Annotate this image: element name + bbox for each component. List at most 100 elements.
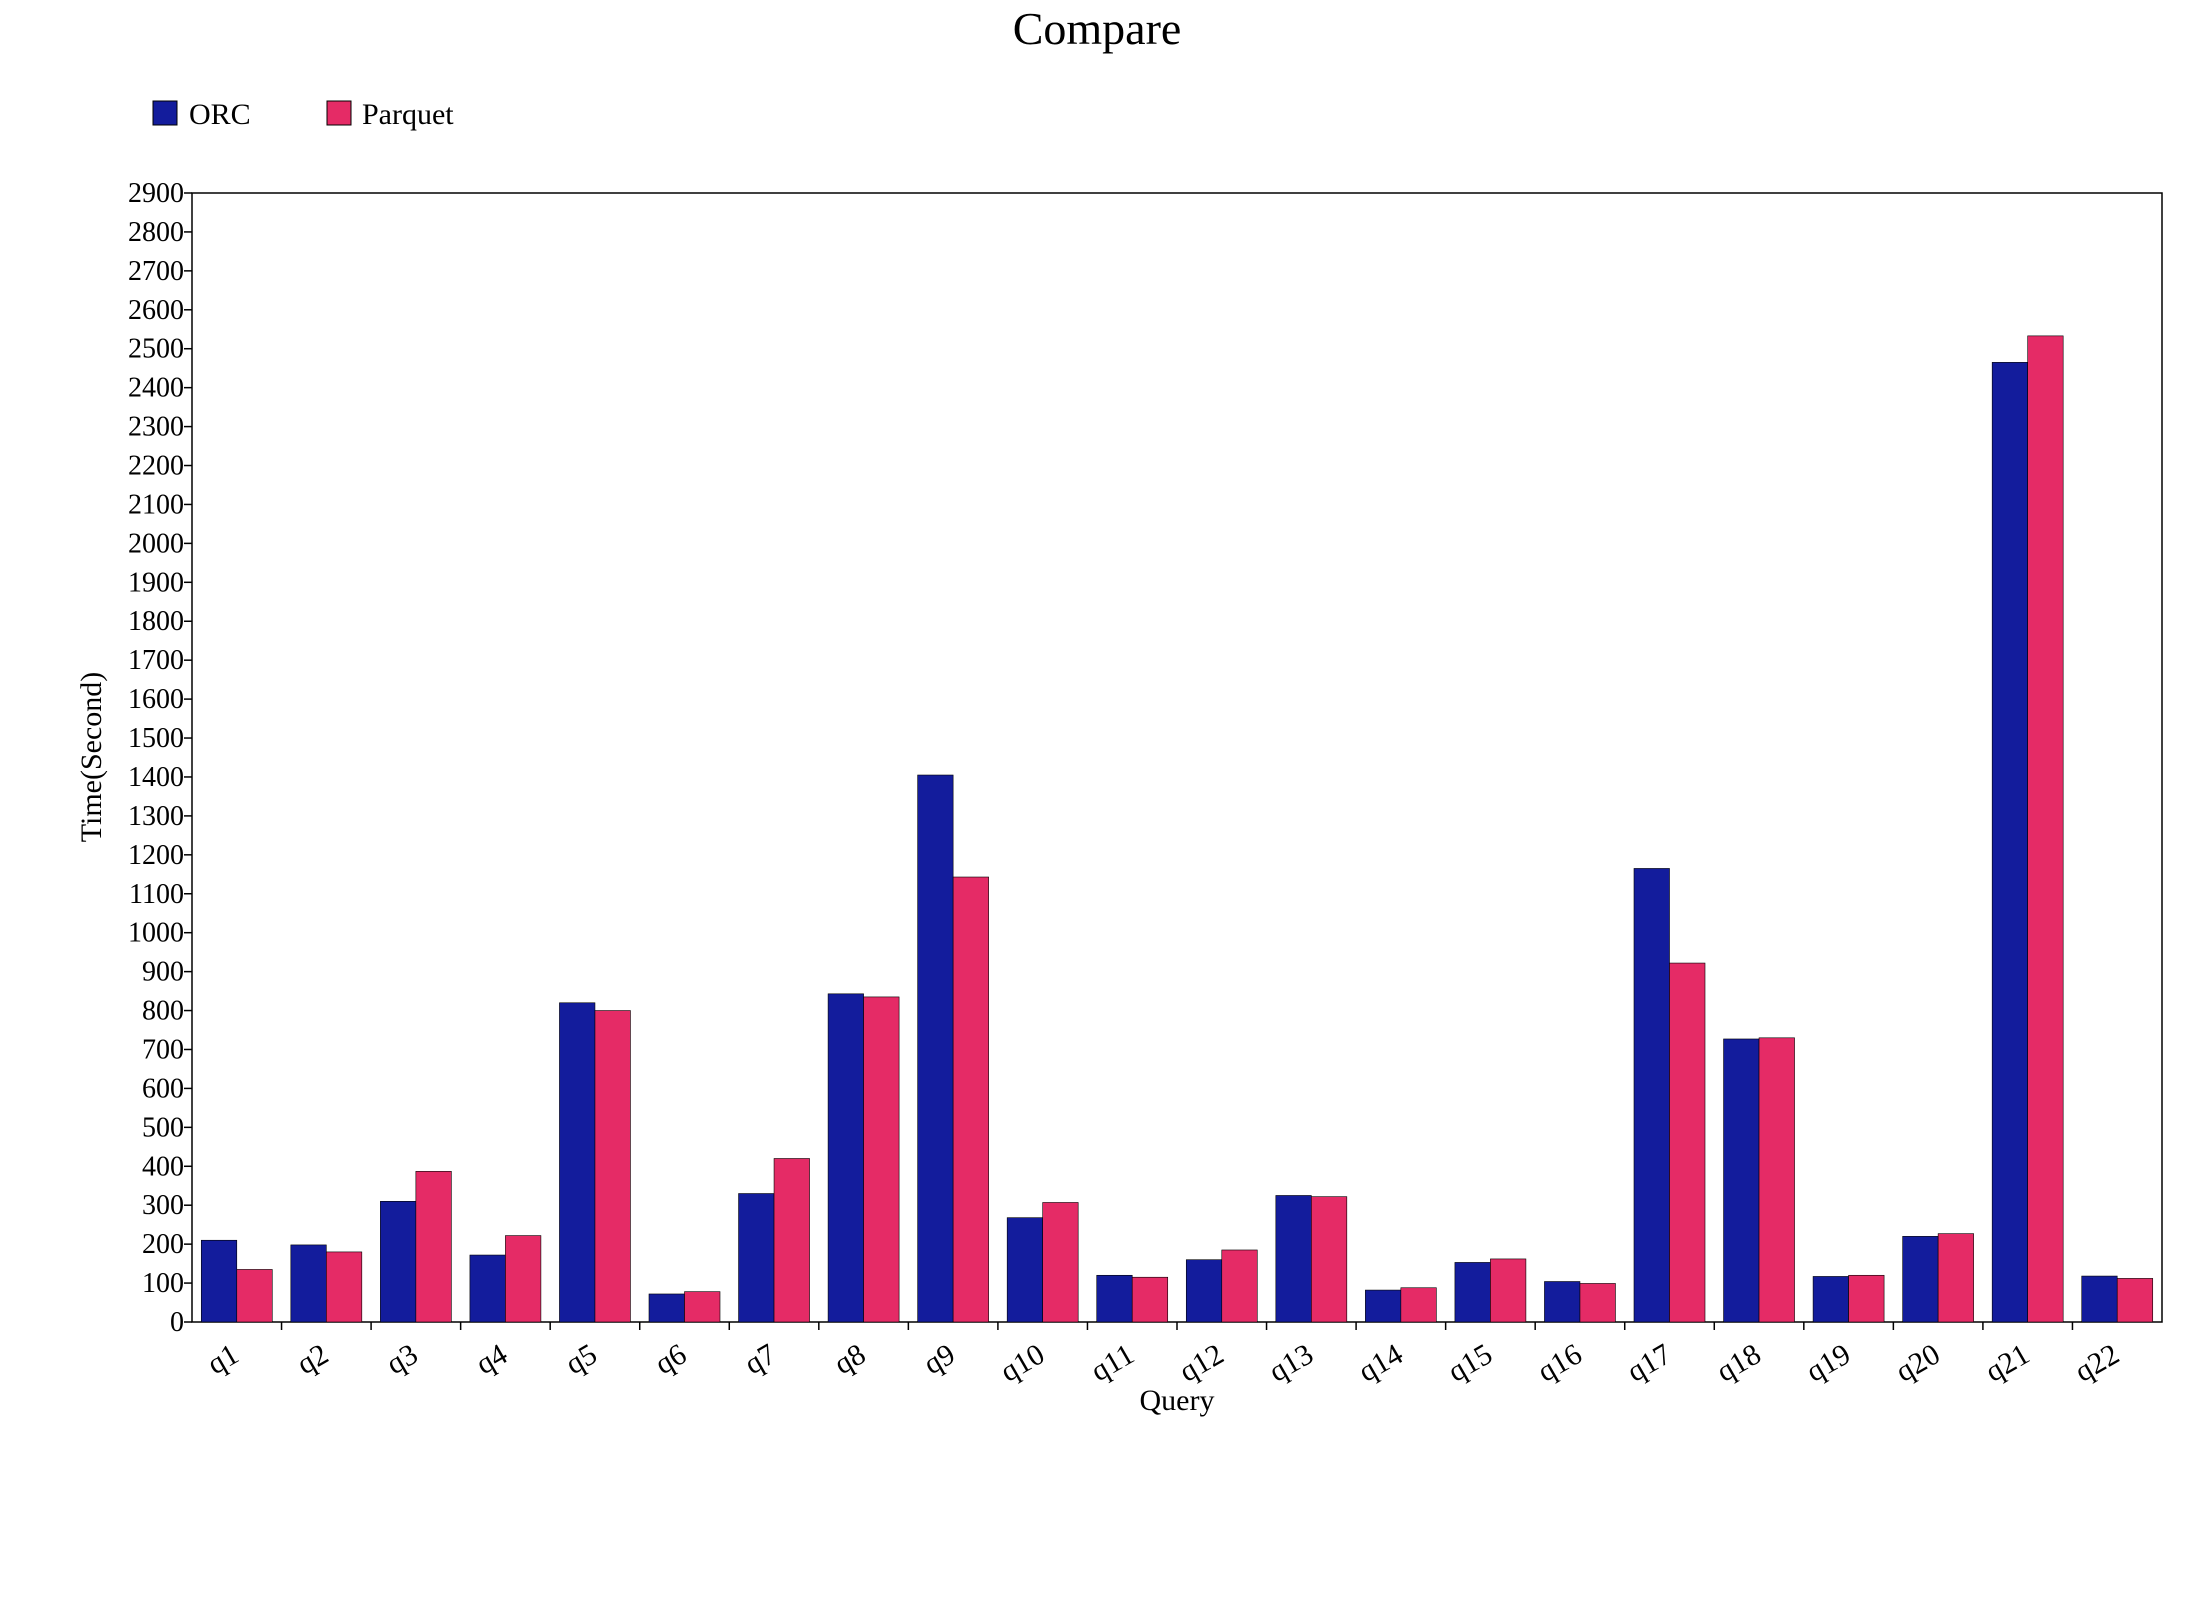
x-tick-label: q13 (1263, 1337, 1318, 1388)
y-tick-label: 400 (142, 1151, 184, 1182)
y-tick-label: 1200 (128, 840, 184, 871)
x-axis: q1 q2 q3 q4 q5 q6 q7 q8 q9 q10 q11 q12 q13 q14 q15 q16 q… (202, 1322, 2125, 1389)
x-axis-title: Query (1140, 1384, 1215, 1417)
y-tick-label: 500 (142, 1112, 184, 1143)
y-tick-label: 900 (142, 957, 184, 988)
legend-label-parquet: Parquet (362, 98, 454, 131)
legend-swatch-orc (152, 100, 178, 126)
bar-parquet-q14 (1400, 1287, 1437, 1323)
bar-parquet-q3 (415, 1171, 452, 1323)
y-tick-label: 800 (142, 996, 184, 1027)
y-tick-label: 1400 (128, 762, 184, 793)
bar-orc-q21 (1991, 362, 2028, 1323)
x-tick-label: q9 (918, 1337, 960, 1381)
bar-orc-q22 (2081, 1275, 2118, 1323)
bar-orc-q3 (380, 1201, 417, 1323)
plot-area (191, 192, 2163, 1323)
x-tick-label: q6 (650, 1337, 692, 1381)
bar-parquet-q22 (2116, 1278, 2154, 1323)
y-tick-label: 2200 (128, 451, 184, 482)
y-tick-label: 200 (142, 1229, 184, 1260)
x-tick-label: q5 (560, 1337, 602, 1381)
y-tick-label: 100 (142, 1268, 184, 1299)
bar-orc-q11 (1096, 1274, 1133, 1323)
bar-parquet-q2 (326, 1251, 363, 1323)
x-tick-label: q20 (1890, 1337, 1945, 1388)
y-tick-label: 1000 (128, 918, 184, 949)
x-tick-label: q2 (291, 1337, 333, 1381)
bar-orc-q2 (290, 1244, 327, 1323)
x-tick-label: q11 (1085, 1337, 1140, 1388)
y-tick-label: 2400 (128, 373, 184, 404)
x-tick-label: q22 (2069, 1337, 2124, 1388)
y-tick-label: 2700 (128, 256, 184, 287)
y-tick-label: 2800 (128, 217, 184, 248)
y-tick-label: 1500 (128, 723, 184, 754)
bar-orc-q17 (1633, 868, 1670, 1323)
x-tick-label: q17 (1622, 1337, 1677, 1388)
bar-parquet-q1 (236, 1269, 273, 1323)
bar-parquet-q15 (1490, 1258, 1527, 1323)
bar-orc-q7 (738, 1193, 775, 1323)
bar-orc-q16 (1544, 1281, 1581, 1323)
y-tick-label: 1300 (128, 801, 184, 832)
x-tick-label: q7 (739, 1337, 781, 1381)
x-tick-label: q10 (995, 1337, 1050, 1388)
bar-parquet-q12 (1221, 1249, 1258, 1323)
y-tick-label: 2600 (128, 295, 184, 326)
bar-parquet-q16 (1579, 1283, 1616, 1323)
bar-orc-q1 (200, 1239, 238, 1323)
y-tick-label: 1800 (128, 606, 184, 637)
bar-orc-q6 (648, 1293, 685, 1323)
y-tick-label: 300 (142, 1190, 184, 1221)
y-tick-label: 0 (170, 1307, 184, 1338)
bar-parquet-q13 (1311, 1196, 1348, 1323)
y-tick-label: 700 (142, 1034, 184, 1065)
y-axis: 0 100 200 300 400 500 600 700 800 900 1000 1100 1200… (128, 178, 192, 1338)
bar-orc-q20 (1902, 1236, 1939, 1323)
bar-parquet-q7 (773, 1158, 810, 1323)
y-tick-label: 1100 (129, 879, 184, 910)
x-tick-label: q19 (1801, 1337, 1856, 1388)
legend-label-orc: ORC (189, 98, 251, 131)
bar-orc-q15 (1454, 1262, 1491, 1323)
bar-parquet-q10 (1042, 1202, 1079, 1323)
x-tick-label: q3 (381, 1337, 423, 1381)
bar-orc-q12 (1185, 1259, 1223, 1323)
bar-orc-q9 (917, 774, 954, 1323)
bar-parquet-q20 (1937, 1233, 1974, 1323)
bar-orc-q10 (1006, 1217, 1043, 1323)
y-tick-label: 2900 (128, 178, 184, 209)
y-tick-label: 600 (142, 1073, 184, 1104)
y-tick-label: 2300 (128, 412, 184, 443)
x-tick-label: q21 (1980, 1337, 2035, 1388)
bar-orc-q8 (827, 993, 864, 1323)
x-tick-label: q14 (1353, 1337, 1408, 1388)
legend-swatch-parquet (326, 100, 352, 126)
bar-orc-q5 (559, 1002, 596, 1323)
bar-parquet-q17 (1669, 962, 1706, 1323)
legend: ORC Parquet (152, 98, 454, 131)
x-tick-label: q4 (470, 1337, 512, 1381)
bars (200, 335, 2154, 1323)
bar-orc-q13 (1275, 1195, 1312, 1323)
bar-parquet-q19 (1848, 1274, 1885, 1323)
bar-orc-q14 (1365, 1289, 1402, 1323)
bar-parquet-q6 (684, 1291, 721, 1323)
y-tick-label: 1600 (128, 684, 184, 715)
bar-parquet-q21 (2027, 335, 2064, 1323)
x-tick-label: q16 (1532, 1337, 1587, 1388)
bar-orc-q19 (1812, 1276, 1849, 1323)
y-tick-label: 2000 (128, 528, 184, 559)
bar-parquet-q8 (863, 996, 900, 1323)
x-tick-label: q12 (1174, 1337, 1229, 1388)
bar-orc-q18 (1723, 1038, 1760, 1323)
x-tick-label: q1 (202, 1337, 244, 1381)
bar-orc-q4 (469, 1254, 506, 1323)
bar-parquet-q9 (952, 876, 989, 1323)
bar-parquet-q5 (594, 1010, 631, 1323)
bar-parquet-q18 (1758, 1037, 1795, 1323)
y-tick-label: 1900 (128, 567, 184, 598)
y-axis-title: Time(Second) (75, 672, 108, 843)
